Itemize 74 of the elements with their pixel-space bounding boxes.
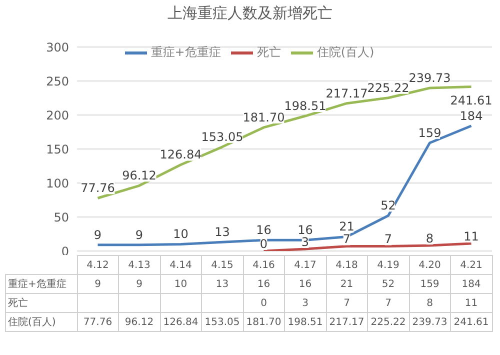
text: 52 — [380, 198, 396, 213]
data-label: 217.17 — [326, 312, 368, 332]
data-label: 16 — [284, 274, 326, 294]
y-tick-label: 100 — [46, 176, 69, 190]
legend-label: 住院(百人) — [316, 44, 374, 61]
text: 16 — [298, 223, 313, 238]
y-tick-label: 250 — [46, 74, 69, 88]
data-label: 11 — [450, 294, 492, 312]
x-tick-label: 4.13 — [118, 256, 160, 274]
data-label: 7 — [368, 294, 409, 312]
chart-title: 上海重症人数及新增死亡 — [166, 4, 334, 23]
text: 126.84 — [160, 148, 202, 162]
text: 21 — [339, 220, 354, 234]
x-tick-label: 4.20 — [409, 256, 450, 274]
x-tick-label: 4.15 — [202, 256, 243, 274]
data-label: 153.05 — [202, 312, 243, 332]
data-label: 16 — [243, 274, 284, 294]
x-tick-label: 4.21 — [450, 256, 492, 274]
legend-label: 重症+危重症 — [150, 44, 221, 61]
data-label: 9 — [77, 274, 118, 294]
text: 77.76 — [80, 181, 115, 196]
text: 住院(百人) — [8, 317, 56, 328]
data-label: 241.61 — [450, 312, 492, 332]
text: 153.05 — [201, 130, 244, 144]
data-label: 7 — [326, 294, 368, 312]
y-tick-label: 300 — [46, 40, 69, 54]
text: 7 — [384, 232, 392, 246]
data-label: 10 — [160, 274, 202, 294]
text: 13 — [214, 225, 230, 240]
data-label: 3 — [284, 294, 326, 312]
text: 10 — [173, 227, 188, 242]
text: 重症+危重症 — [8, 279, 66, 290]
data-label: 159 — [409, 274, 450, 294]
x-tick-label: 4.19 — [368, 256, 409, 274]
text: 239.73 — [408, 70, 451, 85]
x-tick-label: 4.18 — [326, 256, 368, 274]
y-tick-label: 150 — [46, 142, 69, 156]
data-label: 9 — [118, 274, 160, 294]
text: 96.12 — [122, 168, 156, 183]
legend-label: 死亡 — [256, 44, 281, 61]
text: 241.61 — [450, 94, 492, 108]
text: 8 — [426, 232, 434, 246]
text: 11 — [464, 230, 479, 244]
text: 217.17 — [326, 86, 368, 100]
y-tick-label: 200 — [46, 108, 69, 122]
data-label: 96.12 — [118, 312, 160, 332]
x-tick-label: 4.14 — [160, 256, 202, 274]
data-label: 184 — [450, 274, 492, 294]
text: 198.51 — [284, 99, 326, 114]
text: 181.70 — [242, 110, 285, 124]
data-label: 126.84 — [160, 312, 202, 332]
data-label: 77.76 — [77, 312, 118, 332]
data-label: 239.73 — [409, 312, 450, 332]
data-label: 8 — [409, 294, 450, 312]
data-label: 181.70 — [243, 312, 284, 332]
data-label: 225.22 — [368, 312, 409, 332]
data-label: 21 — [326, 274, 368, 294]
text: 16 — [256, 223, 272, 238]
x-tick-label: 4.12 — [77, 256, 118, 274]
x-tick-label: 4.16 — [243, 256, 284, 274]
text: 7 — [342, 232, 351, 246]
text: 9 — [135, 228, 144, 242]
text: 225.22 — [367, 80, 410, 95]
text: 184 — [460, 108, 483, 123]
y-tick-label: 50 — [54, 210, 69, 224]
data-label: 13 — [202, 274, 243, 294]
text: 9 — [94, 228, 102, 242]
text: 159 — [418, 126, 442, 140]
data-label: 0 — [243, 294, 284, 312]
text: 死亡 — [8, 298, 28, 309]
text: 0 — [260, 237, 268, 251]
x-tick-label: 4.17 — [284, 256, 326, 274]
data-label: 52 — [368, 274, 409, 294]
data-label: 198.51 — [284, 312, 326, 332]
